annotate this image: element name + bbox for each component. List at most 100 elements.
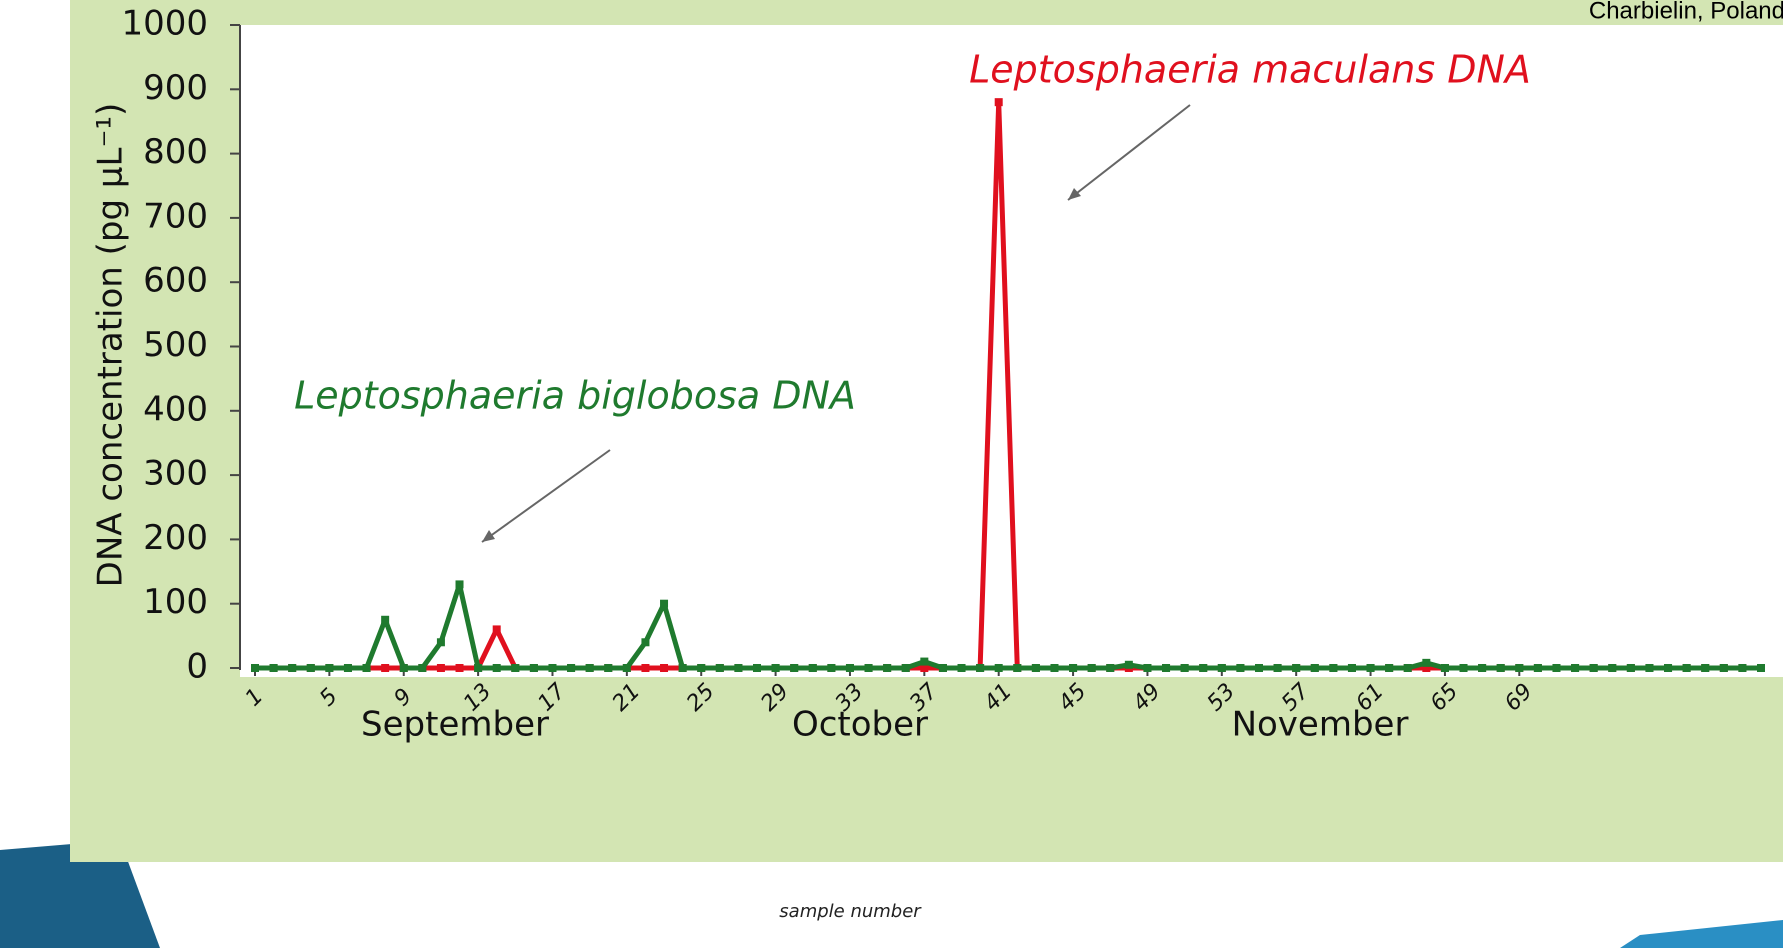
point-marker <box>306 664 315 672</box>
point-marker <box>1701 664 1710 672</box>
point-marker <box>883 664 892 672</box>
month-label: September <box>361 705 549 745</box>
point-marker <box>697 664 706 672</box>
point-marker <box>1459 664 1468 672</box>
point-marker <box>585 664 594 672</box>
point-marker <box>1403 664 1412 672</box>
point-marker <box>455 664 464 672</box>
y-tick-label: 600 <box>143 261 208 301</box>
plot-area <box>240 25 1783 677</box>
point-marker <box>604 664 613 672</box>
point-marker <box>1719 664 1728 672</box>
point-marker <box>1626 664 1635 672</box>
point-marker <box>1515 664 1524 672</box>
point-marker <box>288 664 297 672</box>
point-marker <box>1440 664 1449 672</box>
y-tick-label: 900 <box>143 68 208 108</box>
point-marker <box>957 664 966 672</box>
point-marker <box>1069 664 1078 672</box>
y-tick-label: 200 <box>143 518 208 558</box>
point-marker <box>1031 664 1040 672</box>
point-marker <box>753 664 761 672</box>
point-marker <box>845 664 854 672</box>
point-marker <box>1124 660 1133 669</box>
point-marker <box>790 664 799 672</box>
point-marker <box>381 664 390 672</box>
point-marker <box>474 664 483 672</box>
point-marker <box>771 664 780 672</box>
point-marker <box>1738 664 1747 672</box>
point-marker <box>864 664 873 672</box>
point-marker <box>641 638 650 647</box>
point-marker <box>1329 664 1338 672</box>
point-marker <box>548 664 557 672</box>
point-marker <box>994 664 1003 672</box>
y-tick-label: 300 <box>143 454 208 494</box>
point-marker <box>1292 664 1301 672</box>
arrow-head <box>482 530 495 542</box>
point-marker <box>325 664 334 672</box>
point-marker <box>1645 664 1654 672</box>
point-marker <box>660 664 669 672</box>
point-marker <box>1143 664 1152 672</box>
point-marker <box>1087 664 1096 672</box>
arrow-head <box>1068 188 1081 200</box>
point-marker <box>622 664 631 672</box>
point-marker <box>251 664 259 672</box>
point-marker <box>1366 664 1375 672</box>
point-marker <box>436 638 445 647</box>
point-marker <box>362 664 371 672</box>
point-marker <box>901 664 910 672</box>
point-marker <box>1385 664 1394 672</box>
point-marker <box>1664 664 1673 672</box>
point-marker <box>1310 664 1319 672</box>
y-tick-label: 500 <box>143 325 208 365</box>
point-marker <box>1589 664 1598 672</box>
point-marker <box>1533 664 1542 672</box>
month-label: October <box>792 705 928 745</box>
point-marker <box>1422 664 1431 672</box>
annotation: Leptosphaeria biglobosa DNA <box>294 374 856 418</box>
point-marker <box>938 664 947 672</box>
annotation: Leptosphaeria maculans DNA <box>969 48 1531 92</box>
point-marker <box>1478 664 1487 672</box>
point-marker <box>734 664 743 672</box>
point-marker <box>418 664 427 672</box>
point-marker <box>715 664 724 672</box>
arrow <box>481 449 611 543</box>
point-marker <box>1608 664 1617 672</box>
point-marker <box>1422 658 1431 667</box>
point-marker <box>1217 664 1226 672</box>
point-marker <box>994 98 1003 107</box>
point-marker <box>1347 664 1356 672</box>
point-marker <box>1757 664 1765 672</box>
point-marker <box>1496 664 1505 672</box>
point-marker <box>920 664 929 672</box>
y-tick-label: 800 <box>143 132 208 172</box>
corner-decor <box>0 840 160 948</box>
point-marker <box>399 664 408 672</box>
point-marker <box>492 625 501 634</box>
point-marker <box>1013 664 1022 672</box>
point-marker <box>492 664 501 672</box>
point-marker <box>1162 664 1171 672</box>
point-marker <box>1255 664 1263 672</box>
point-marker <box>827 664 836 672</box>
point-marker <box>1682 664 1691 672</box>
y-tick-label: 100 <box>143 582 208 622</box>
point-marker <box>1552 664 1561 672</box>
point-marker <box>343 664 352 672</box>
y-tick-label: 0 <box>186 647 208 687</box>
point-marker <box>511 664 520 672</box>
point-marker <box>678 664 687 672</box>
point-marker <box>269 664 278 672</box>
arrow <box>1067 104 1191 201</box>
point-marker <box>1199 664 1208 672</box>
point-marker <box>920 657 929 666</box>
point-marker <box>529 664 538 672</box>
corner-decor <box>1620 920 1783 948</box>
x-axis-label: sample number <box>779 901 922 922</box>
point-marker <box>976 664 985 672</box>
series-line <box>255 581 1761 671</box>
point-marker <box>436 664 445 672</box>
